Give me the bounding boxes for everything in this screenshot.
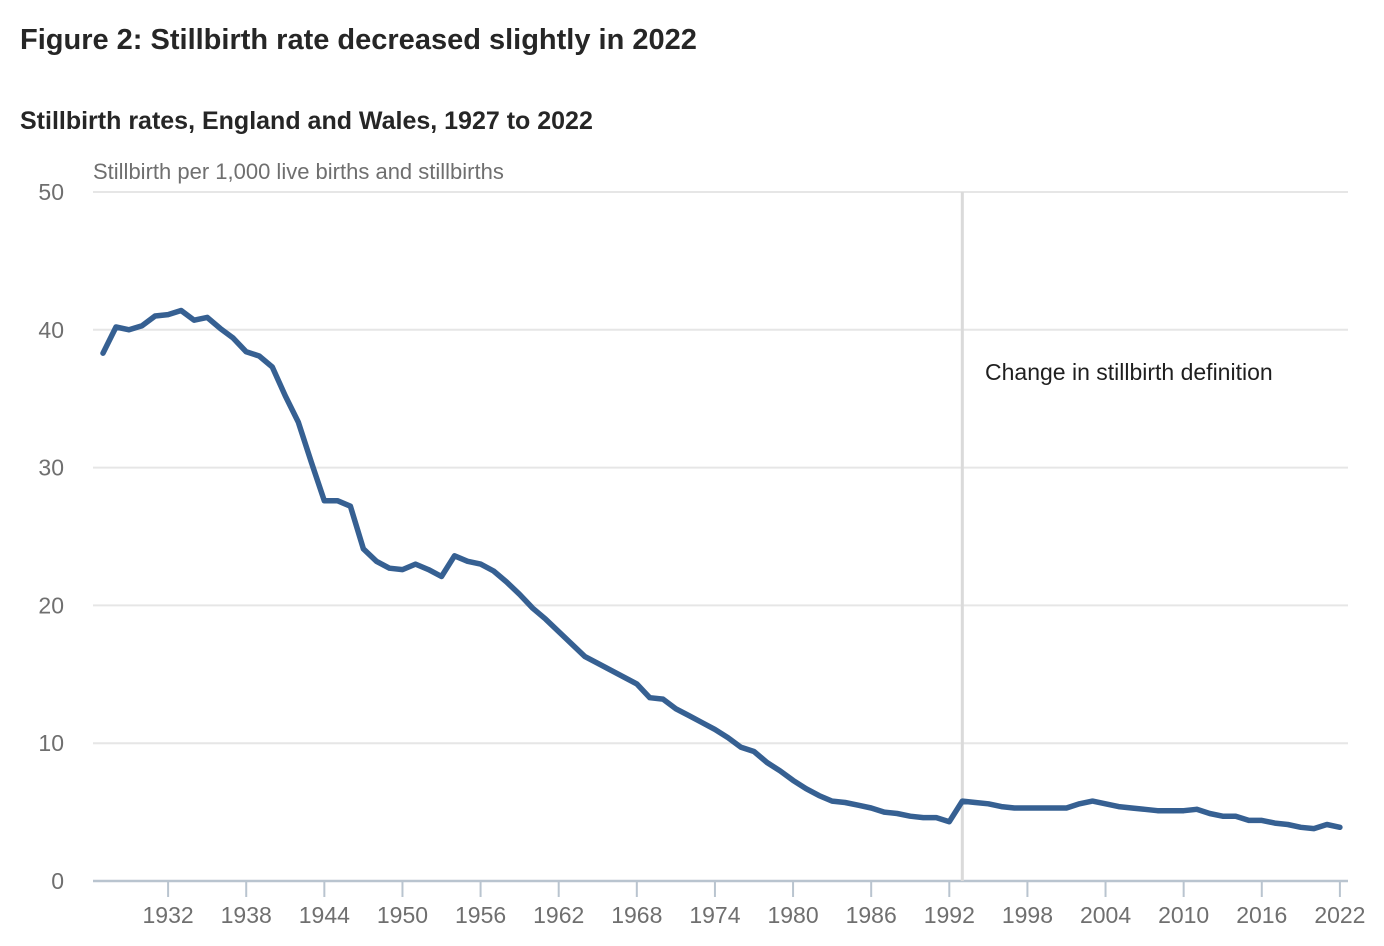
x-tick-label: 1962 (533, 902, 584, 928)
figure-title: Figure 2: Stillbirth rate decreased slig… (20, 24, 697, 56)
x-tick-label: 1986 (846, 902, 897, 928)
x-tick-label: 2010 (1158, 902, 1209, 928)
definition-change-annotation: Change in stillbirth definition (985, 359, 1273, 385)
x-tick-label: 1956 (455, 902, 506, 928)
y-tick-label: 50 (38, 179, 64, 205)
x-tick-label: 1980 (767, 902, 818, 928)
x-tick-label: 2004 (1080, 902, 1131, 928)
y-tick-label: 0 (51, 868, 64, 894)
x-tick-label: 1944 (299, 902, 350, 928)
x-tick-label: 2016 (1236, 902, 1287, 928)
y-tick-label: 20 (38, 592, 64, 618)
x-tick-label: 1950 (377, 902, 428, 928)
y-axis-unit-label: Stillbirth per 1,000 live births and sti… (93, 163, 504, 190)
x-tick-label: 1992 (924, 902, 975, 928)
x-tick-label: 1998 (1002, 902, 1053, 928)
x-tick-label: 1968 (611, 902, 662, 928)
y-tick-label: 40 (38, 317, 64, 343)
stillbirth-rate-line (100, 307, 1343, 832)
y-tick-label: 10 (38, 730, 64, 756)
x-tick-label: 2022 (1314, 902, 1365, 928)
x-tick-label: 1938 (221, 902, 272, 928)
figure-subtitle: Stillbirth rates, England and Wales, 192… (20, 107, 593, 135)
x-tick-label: 1974 (689, 902, 740, 928)
y-axis-unit-label-text: Stillbirth per 1,000 live births and sti… (93, 163, 504, 184)
x-tick-label: 1932 (143, 902, 194, 928)
y-tick-label: 30 (38, 455, 64, 481)
